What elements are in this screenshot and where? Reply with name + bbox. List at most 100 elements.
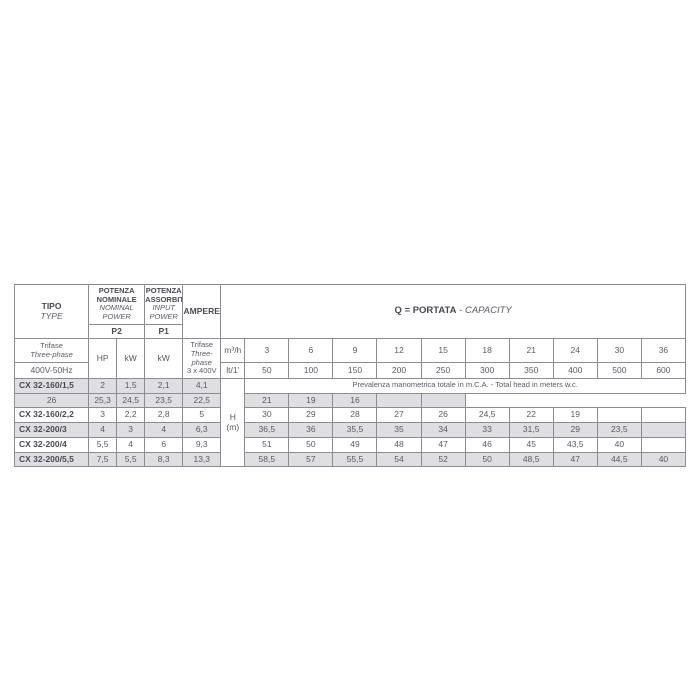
r0-tipo: CX 32-160/1,5 (15, 378, 89, 393)
r4-h7: 47 (553, 452, 597, 467)
r2-h5: 33 (465, 423, 509, 438)
hdr-volt: 400V-50Hz (15, 363, 89, 379)
r4-h6: 48,5 (509, 452, 553, 467)
r4-hp: 7,5 (89, 452, 117, 467)
lt-4: 250 (421, 363, 465, 379)
prev-note: Prevalenza manometrica totale in m.C.A. … (245, 378, 686, 393)
r3-h9 (641, 437, 685, 452)
r2-amp: 6,3 (183, 423, 221, 438)
spec-table-wrap: TIPOTYPEPOTENZA NOMINALENOMINAL POWERPOT… (14, 284, 686, 467)
r2-p1: 4 (145, 423, 183, 438)
r0-h7: 16 (333, 393, 377, 408)
r1-hp: 3 (89, 408, 117, 423)
r3-h7: 43,5 (553, 437, 597, 452)
lt-8: 500 (597, 363, 641, 379)
r3-h4: 47 (421, 437, 465, 452)
r1-amp: 5 (183, 408, 221, 423)
lt-0: 50 (245, 363, 289, 379)
r3-h3: 48 (377, 437, 421, 452)
r2-h7: 29 (553, 423, 597, 438)
m3h-1: 6 (289, 339, 333, 363)
r1-h9 (641, 408, 685, 423)
r2-h4: 34 (421, 423, 465, 438)
hdr-kw2: kW (145, 339, 183, 379)
r1-tipo: CX 32-160/2,2 (15, 408, 89, 423)
r1-h3: 27 (377, 408, 421, 423)
r1-h7: 19 (553, 408, 597, 423)
m3h-3: 12 (377, 339, 421, 363)
r1-h1: 29 (289, 408, 333, 423)
r3-h2: 49 (333, 437, 377, 452)
r0-h9 (421, 393, 465, 408)
r0-amp: 4,1 (183, 378, 221, 393)
m3h-9: 36 (641, 339, 685, 363)
r1-kw: 2,2 (117, 408, 145, 423)
lt-1: 100 (289, 363, 333, 379)
r2-h3: 35 (377, 423, 421, 438)
r2-h8: 23,5 (597, 423, 641, 438)
r0-p1: 2,1 (145, 378, 183, 393)
r2-h0: 36,5 (245, 423, 289, 438)
r4-h3: 54 (377, 452, 421, 467)
m3h-2: 9 (333, 339, 377, 363)
lt-9: 600 (641, 363, 685, 379)
r2-h6: 31,5 (509, 423, 553, 438)
r0-h5: 21 (245, 393, 289, 408)
r4-h8: 44,5 (597, 452, 641, 467)
hdr-potass: POTENZA ASSORBITAINPUT POWER (145, 285, 183, 325)
h-cell: H(m) (221, 378, 245, 467)
r4-kw: 5,5 (117, 452, 145, 467)
m3h-4: 15 (421, 339, 465, 363)
r1-h0: 30 (245, 408, 289, 423)
hdr-p1: P1 (145, 324, 183, 339)
r0-h0: 26 (15, 393, 89, 408)
r0-h3: 23,5 (145, 393, 183, 408)
r3-h6: 45 (509, 437, 553, 452)
m3h-8: 30 (597, 339, 641, 363)
r3-h0: 51 (245, 437, 289, 452)
r4-h4: 52 (421, 452, 465, 467)
r4-p1: 8,3 (145, 452, 183, 467)
r0-h6: 19 (289, 393, 333, 408)
r4-h1: 57 (289, 452, 333, 467)
lt-lbl: lt/1' (221, 363, 245, 379)
r2-h2: 35,5 (333, 423, 377, 438)
hdr-tipo: TIPOTYPE (15, 285, 89, 339)
r4-amp: 13,3 (183, 452, 221, 467)
r4-h5: 50 (465, 452, 509, 467)
m3h-lbl: m³/h (221, 339, 245, 363)
hdr-trifase: TrifaseThree-phase (15, 339, 89, 363)
r0-hp: 2 (89, 378, 117, 393)
lt-7: 400 (553, 363, 597, 379)
m3h-7: 24 (553, 339, 597, 363)
r2-h1: 36 (289, 423, 333, 438)
r3-h5: 46 (465, 437, 509, 452)
hdr-hp: HP (89, 339, 117, 379)
r4-h0: 58,5 (245, 452, 289, 467)
hdr-potnom: POTENZA NOMINALENOMINAL POWER (89, 285, 145, 325)
r1-h4: 26 (421, 408, 465, 423)
r4-h2: 55,5 (333, 452, 377, 467)
spec-table: TIPOTYPEPOTENZA NOMINALENOMINAL POWERPOT… (14, 284, 686, 467)
r3-amp: 9,3 (183, 437, 221, 452)
r2-tipo: CX 32-200/3 (15, 423, 89, 438)
lt-6: 350 (509, 363, 553, 379)
hdr-p2: P2 (89, 324, 145, 339)
lt-3: 200 (377, 363, 421, 379)
r2-h9 (641, 423, 685, 438)
r2-hp: 4 (89, 423, 117, 438)
lt-5: 300 (465, 363, 509, 379)
r4-tipo: CX 32-200/5,5 (15, 452, 89, 467)
r1-p1: 2,8 (145, 408, 183, 423)
r0-h4: 22,5 (183, 393, 221, 408)
r3-hp: 5,5 (89, 437, 117, 452)
r3-h1: 50 (289, 437, 333, 452)
r0-kw: 1,5 (117, 378, 145, 393)
r3-p1: 6 (145, 437, 183, 452)
hdr-kw: kW (117, 339, 145, 379)
hdr-ampere: AMPERE (183, 285, 221, 339)
m3h-6: 21 (509, 339, 553, 363)
r2-kw: 3 (117, 423, 145, 438)
hdr-3x400: TrifaseThree-phase3 x 400V (183, 339, 221, 379)
hdr-q: Q = PORTATA - CAPACITY (221, 285, 686, 339)
